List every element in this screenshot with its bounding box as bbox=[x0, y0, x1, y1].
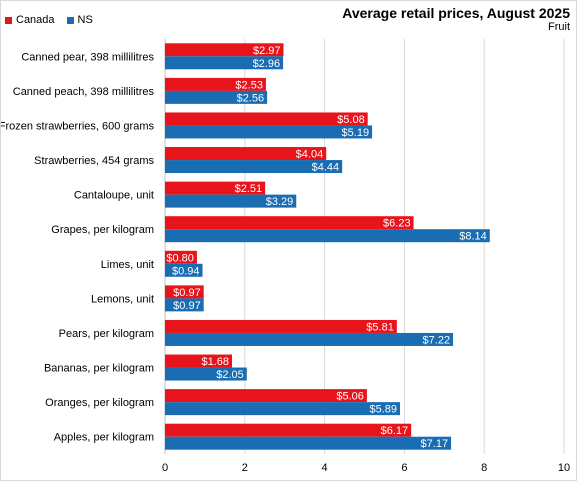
legend: Canada NS bbox=[5, 14, 105, 26]
bar-ns-2 bbox=[165, 125, 373, 139]
data-label-ns-0: $2.96 bbox=[253, 58, 281, 70]
legend-swatch-ns bbox=[66, 16, 74, 24]
x-tick-label-2: 4 bbox=[322, 462, 328, 474]
category-label-0: Canned pear, 398 millilitres bbox=[21, 51, 154, 63]
data-label-canada-5: $6.23 bbox=[383, 218, 411, 230]
category-label-10: Oranges, per kilogram bbox=[45, 397, 154, 409]
data-label-canada-0: $2.97 bbox=[253, 45, 281, 57]
bar-canada-1 bbox=[165, 77, 266, 91]
legend-item-canada: Canada bbox=[5, 14, 55, 26]
bar-ns-7 bbox=[165, 298, 204, 312]
chart-subtitle: Fruit bbox=[548, 21, 570, 33]
category-label-6: Limes, unit bbox=[101, 259, 154, 271]
category-label-3: Strawberries, 454 grams bbox=[34, 155, 154, 167]
data-label-canada-9: $1.68 bbox=[202, 356, 230, 368]
bar-ns-4 bbox=[165, 194, 297, 208]
bar-ns-8 bbox=[165, 332, 454, 346]
data-label-ns-7: $0.97 bbox=[173, 300, 201, 312]
data-label-ns-9: $2.05 bbox=[216, 369, 244, 381]
category-label-8: Pears, per kilogram bbox=[59, 328, 154, 340]
x-tick-label-3: 6 bbox=[401, 462, 407, 474]
bar-ns-11 bbox=[165, 436, 452, 450]
bar-ns-0 bbox=[165, 56, 284, 70]
data-label-canada-2: $5.08 bbox=[337, 114, 365, 126]
data-label-canada-8: $5.81 bbox=[366, 321, 394, 333]
data-label-ns-1: $2.56 bbox=[237, 92, 265, 104]
data-label-canada-10: $5.06 bbox=[336, 391, 364, 403]
data-label-ns-8: $7.22 bbox=[423, 334, 451, 346]
x-tick-label-4: 8 bbox=[481, 462, 487, 474]
legend-swatch-canada bbox=[5, 16, 12, 24]
bar-ns-3 bbox=[165, 160, 343, 174]
data-label-canada-7: $0.97 bbox=[173, 287, 201, 299]
bar-ns-9 bbox=[165, 367, 247, 381]
bar-canada-3 bbox=[165, 147, 327, 161]
bar-canada-0 bbox=[165, 43, 284, 57]
bar-canada-2 bbox=[165, 112, 368, 126]
bar-canada-8 bbox=[165, 319, 397, 333]
bar-canada-6 bbox=[165, 250, 197, 264]
data-label-ns-11: $7.17 bbox=[421, 438, 449, 450]
x-tick-label-0: 0 bbox=[162, 462, 168, 474]
bar-ns-5 bbox=[165, 229, 490, 243]
category-label-7: Lemons, unit bbox=[91, 293, 154, 305]
data-label-ns-5: $8.14 bbox=[459, 231, 487, 243]
bar-canada-9 bbox=[165, 354, 233, 368]
data-label-ns-6: $0.94 bbox=[172, 265, 200, 277]
category-label-11: Apples, per kilogram bbox=[54, 432, 154, 444]
data-label-ns-10: $5.89 bbox=[369, 404, 397, 416]
data-label-canada-3: $4.04 bbox=[296, 149, 324, 161]
bar-canada-10 bbox=[165, 389, 367, 403]
data-label-canada-11: $6.17 bbox=[381, 425, 409, 437]
legend-label-ns: NS bbox=[77, 14, 93, 26]
legend-label-canada: Canada bbox=[16, 14, 55, 26]
category-label-9: Bananas, per kilogram bbox=[44, 363, 154, 375]
legend-item-ns: NS bbox=[66, 14, 93, 26]
category-label-4: Cantaloupe, unit bbox=[74, 190, 154, 202]
data-label-canada-1: $2.53 bbox=[235, 79, 263, 91]
bar-canada-11 bbox=[165, 423, 412, 437]
bar-canada-7 bbox=[165, 285, 204, 299]
category-label-5: Grapes, per kilogram bbox=[51, 224, 154, 236]
bar-ns-1 bbox=[165, 90, 268, 104]
data-label-ns-2: $5.19 bbox=[342, 127, 370, 139]
category-label-2: Frozen strawberries, 600 grams bbox=[1, 120, 154, 132]
bar-canada-5 bbox=[165, 216, 414, 230]
data-label-ns-3: $4.44 bbox=[312, 162, 340, 174]
data-label-canada-4: $2.51 bbox=[235, 183, 263, 195]
category-label-1: Canned peach, 398 millilitres bbox=[13, 86, 155, 98]
bar-ns-6 bbox=[165, 263, 203, 277]
data-label-ns-4: $3.29 bbox=[266, 196, 294, 208]
bar-canada-4 bbox=[165, 181, 266, 195]
x-tick-label-5: 10 bbox=[558, 462, 570, 474]
chart-title: Average retail prices, August 2025 bbox=[342, 5, 570, 21]
data-label-canada-6: $0.80 bbox=[166, 252, 194, 264]
bar-ns-10 bbox=[165, 402, 401, 416]
x-tick-label-1: 2 bbox=[242, 462, 248, 474]
